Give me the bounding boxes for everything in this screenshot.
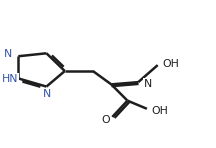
Text: N: N <box>43 89 51 99</box>
Text: N: N <box>4 49 12 59</box>
Text: HN: HN <box>2 74 19 84</box>
Text: OH: OH <box>162 59 179 69</box>
Text: N: N <box>144 79 152 89</box>
Text: OH: OH <box>151 106 168 116</box>
Text: O: O <box>101 115 110 125</box>
